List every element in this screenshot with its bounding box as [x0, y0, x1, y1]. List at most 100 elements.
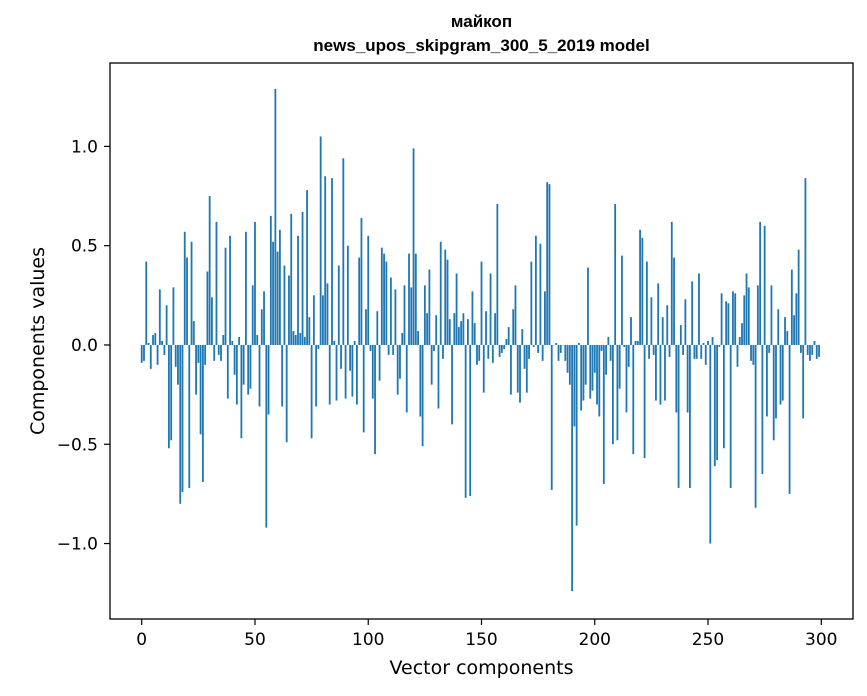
bar-27	[201, 344, 204, 482]
x-tick-label: 0	[136, 630, 147, 650]
bar-299	[818, 344, 820, 357]
bar-116	[403, 285, 406, 345]
bar-130	[435, 315, 438, 345]
bar-54	[263, 291, 265, 345]
bar-249	[704, 344, 707, 365]
bar-50	[254, 221, 256, 345]
bar-255	[718, 344, 721, 347]
bar-9	[161, 341, 163, 345]
bar-18	[181, 344, 184, 492]
bar-38	[226, 344, 229, 399]
bar-264	[738, 337, 741, 345]
bar-35	[220, 344, 222, 361]
bar-119	[410, 287, 413, 345]
bar-80	[322, 295, 324, 345]
bar-257	[722, 344, 725, 449]
bar-41	[233, 344, 236, 375]
bar-75	[310, 344, 313, 439]
bar-103	[374, 344, 376, 455]
bar-226	[652, 344, 655, 355]
bar-234	[670, 221, 673, 345]
bar-200	[593, 344, 596, 373]
bar-272	[756, 285, 759, 345]
bar-34	[217, 344, 220, 355]
bar-81	[324, 176, 327, 345]
bar-246	[698, 273, 700, 345]
bar-59	[274, 88, 277, 345]
bar-3	[147, 342, 150, 345]
bar-42	[235, 344, 238, 405]
bar-52	[258, 344, 261, 407]
bar-197	[587, 267, 589, 345]
bar-251	[709, 344, 712, 544]
bar-28	[204, 344, 207, 365]
bar-228	[657, 283, 660, 345]
bar-266	[743, 295, 746, 345]
bar-286	[788, 344, 791, 494]
bar-274	[761, 344, 764, 475]
bar-90	[344, 344, 347, 399]
bar-122	[417, 331, 419, 345]
bar-229	[659, 344, 662, 405]
bar-231	[664, 344, 666, 401]
bar-213	[623, 344, 626, 347]
bar-121	[414, 253, 417, 345]
bar-25	[197, 344, 200, 363]
bar-68	[294, 335, 297, 345]
y-tick-label: −1.0	[57, 535, 98, 555]
bar-194	[580, 344, 583, 411]
bar-245	[695, 344, 698, 359]
bar-60	[276, 251, 279, 345]
bar-219	[636, 341, 639, 345]
bar-224	[648, 344, 651, 359]
bar-110	[389, 277, 392, 345]
bar-126	[426, 313, 429, 345]
bar-269	[750, 344, 752, 361]
bar-40	[231, 341, 234, 345]
bar-111	[392, 344, 395, 355]
bar-107	[383, 253, 385, 345]
bar-177	[541, 344, 544, 361]
bar-71	[301, 211, 304, 345]
x-tick-label: 250	[692, 630, 724, 650]
bar-76	[312, 295, 315, 345]
bar-20	[186, 257, 188, 345]
bar-63	[283, 265, 286, 345]
bar-209	[614, 203, 617, 345]
bar-11	[165, 305, 168, 345]
bar-188	[566, 344, 569, 373]
bar-166	[516, 344, 519, 393]
y-axis-ticks: −1.0 −0.5 0.0 0.5 1.0	[57, 137, 110, 555]
bar-51	[256, 335, 259, 345]
bar-263	[736, 344, 739, 367]
bar-112	[394, 289, 397, 345]
bar-203	[600, 344, 603, 351]
bar-131	[437, 344, 440, 409]
y-axis-label: Components values	[27, 246, 49, 436]
bar-118	[408, 253, 410, 345]
bar-117	[405, 344, 408, 413]
bar-143	[464, 344, 467, 498]
bar-105	[378, 344, 381, 381]
bar-193	[578, 342, 580, 345]
bar-92	[349, 344, 352, 371]
bar-64	[285, 344, 288, 443]
bar-164	[512, 309, 515, 345]
bar-62	[281, 344, 284, 407]
bar-202	[598, 344, 601, 417]
bar-292	[802, 344, 805, 419]
bar-168	[521, 329, 524, 345]
chart-title: майкоп	[450, 12, 513, 31]
bar-10	[163, 344, 166, 355]
bar-265	[741, 323, 743, 345]
bar-150	[480, 261, 483, 345]
bar-243	[691, 281, 694, 345]
bar-87	[337, 265, 340, 345]
bar-201	[596, 344, 598, 405]
bar-284	[784, 317, 786, 345]
bar-86	[335, 344, 338, 401]
bar-205	[605, 344, 607, 375]
bar-170	[525, 344, 528, 393]
bar-190	[571, 344, 574, 592]
